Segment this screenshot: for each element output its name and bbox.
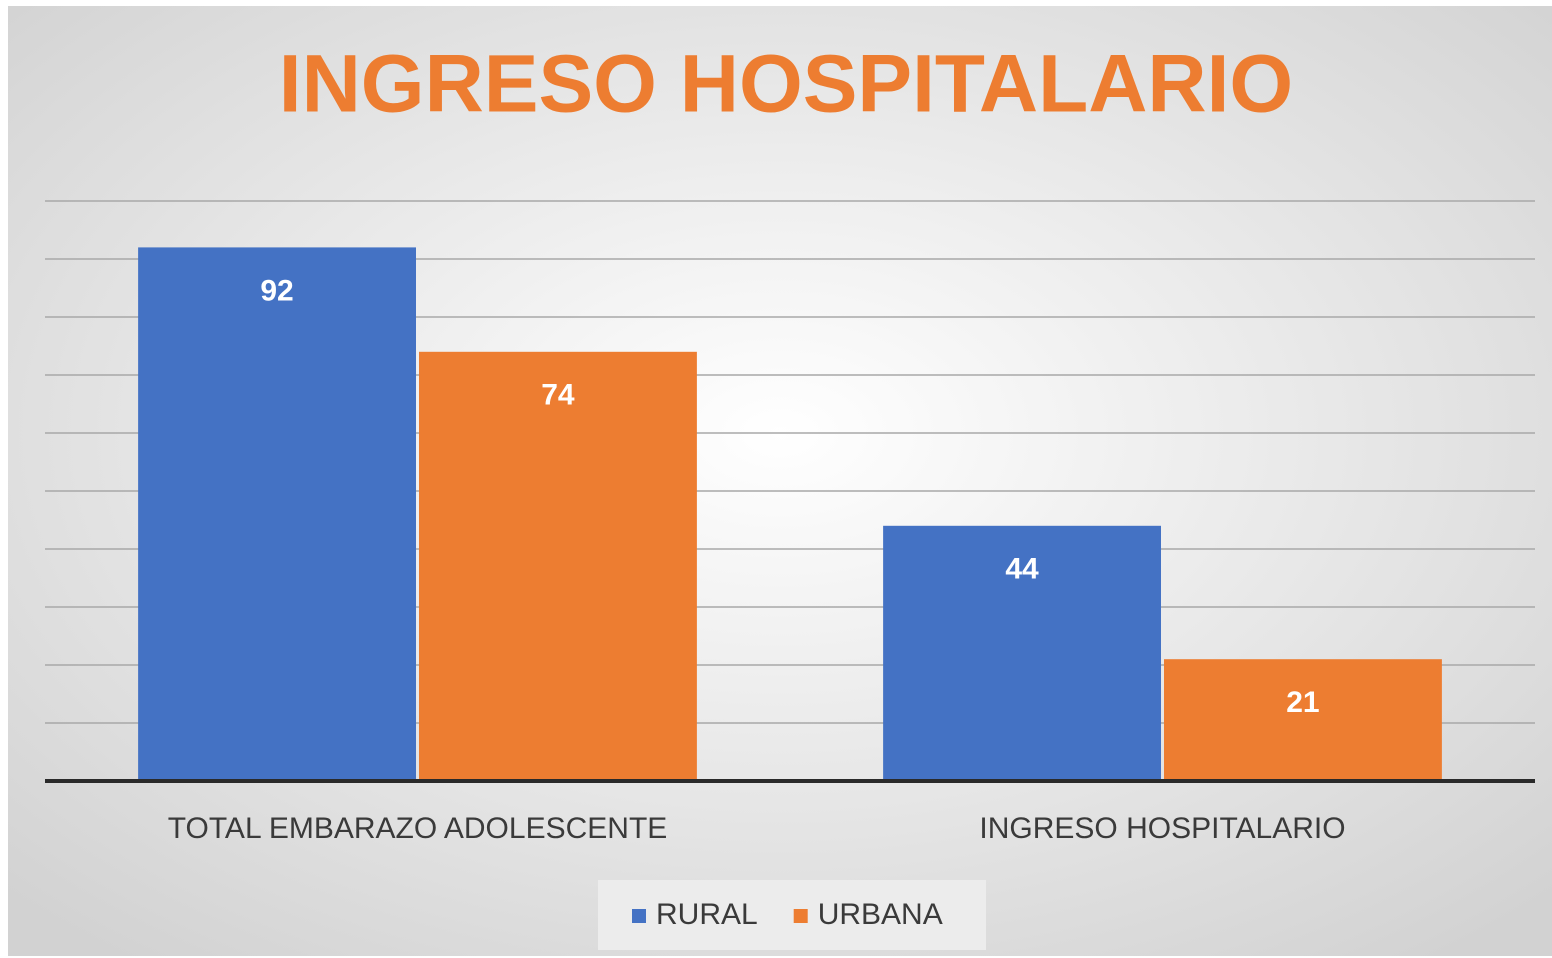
x-tick-label: INGRESO HOSPITALARIO (979, 812, 1345, 845)
data-label: 92 (260, 274, 293, 307)
bar (419, 351, 697, 781)
legend-swatch (793, 909, 808, 923)
data-label: 44 (1005, 553, 1039, 586)
legend-label: RURAL (656, 898, 758, 931)
legend-label: URBANA (818, 898, 943, 931)
legend-box (598, 880, 986, 950)
x-tick-label: TOTAL EMBARAZO ADOLESCENTE (168, 812, 668, 845)
bar (138, 247, 417, 781)
data-label: 21 (1286, 686, 1319, 719)
bar (883, 525, 1161, 781)
legend-swatch (632, 909, 646, 923)
data-label: 74 (541, 379, 575, 412)
bar (1164, 659, 1442, 781)
chart-title: INGRESO HOSPITALARIO (279, 39, 1293, 130)
